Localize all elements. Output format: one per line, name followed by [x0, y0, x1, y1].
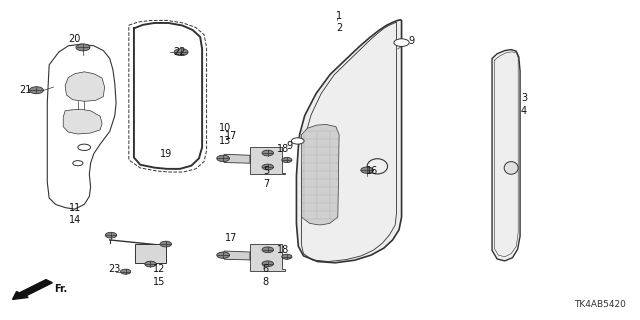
Circle shape — [120, 269, 131, 274]
Circle shape — [262, 261, 273, 267]
Circle shape — [160, 241, 172, 247]
Text: 11: 11 — [68, 203, 81, 212]
FancyArrow shape — [13, 280, 52, 300]
Circle shape — [76, 44, 90, 51]
Circle shape — [282, 157, 292, 163]
Polygon shape — [221, 251, 250, 260]
Text: 19: 19 — [159, 149, 172, 159]
Text: 7: 7 — [262, 179, 269, 189]
Text: 2: 2 — [336, 23, 342, 33]
Circle shape — [217, 252, 230, 258]
Text: 18: 18 — [276, 144, 289, 154]
Text: Fr.: Fr. — [54, 284, 67, 294]
Circle shape — [291, 138, 304, 144]
Text: 23: 23 — [108, 264, 120, 275]
Text: 14: 14 — [68, 215, 81, 225]
Text: 4: 4 — [521, 106, 527, 116]
Polygon shape — [63, 109, 102, 134]
Text: 15: 15 — [153, 277, 166, 287]
Text: 9: 9 — [408, 36, 414, 46]
Text: 8: 8 — [263, 277, 269, 287]
Circle shape — [78, 144, 91, 150]
Polygon shape — [47, 44, 116, 209]
Text: 10: 10 — [220, 123, 232, 133]
Text: 18: 18 — [276, 245, 289, 255]
Text: 1: 1 — [336, 11, 342, 21]
Text: 22: 22 — [173, 47, 186, 57]
Circle shape — [174, 49, 188, 56]
Circle shape — [262, 150, 273, 156]
Polygon shape — [492, 50, 520, 261]
Circle shape — [105, 232, 116, 238]
Ellipse shape — [367, 159, 388, 174]
Text: 21: 21 — [19, 85, 32, 95]
Text: 17: 17 — [225, 233, 237, 243]
Text: 3: 3 — [521, 93, 527, 103]
Polygon shape — [129, 20, 207, 172]
Text: 16: 16 — [366, 166, 378, 176]
Polygon shape — [250, 147, 285, 174]
Polygon shape — [296, 20, 401, 263]
Circle shape — [29, 87, 44, 94]
Text: 17: 17 — [225, 131, 237, 141]
Circle shape — [217, 155, 230, 162]
Circle shape — [73, 161, 83, 166]
Text: TK4AB5420: TK4AB5420 — [574, 300, 626, 309]
Circle shape — [145, 261, 156, 267]
Text: 6: 6 — [263, 264, 269, 275]
Text: 13: 13 — [220, 136, 232, 146]
Polygon shape — [301, 124, 339, 225]
Text: 9: 9 — [287, 141, 292, 151]
Circle shape — [394, 39, 409, 46]
Text: 12: 12 — [153, 264, 166, 275]
Ellipse shape — [504, 162, 518, 174]
Circle shape — [282, 254, 292, 259]
Text: 5: 5 — [262, 166, 269, 176]
Circle shape — [361, 167, 374, 173]
Circle shape — [262, 247, 273, 252]
Polygon shape — [135, 244, 166, 263]
Circle shape — [262, 164, 273, 170]
Text: 20: 20 — [68, 35, 81, 44]
Polygon shape — [65, 72, 104, 101]
Polygon shape — [250, 244, 285, 271]
Polygon shape — [221, 154, 250, 163]
